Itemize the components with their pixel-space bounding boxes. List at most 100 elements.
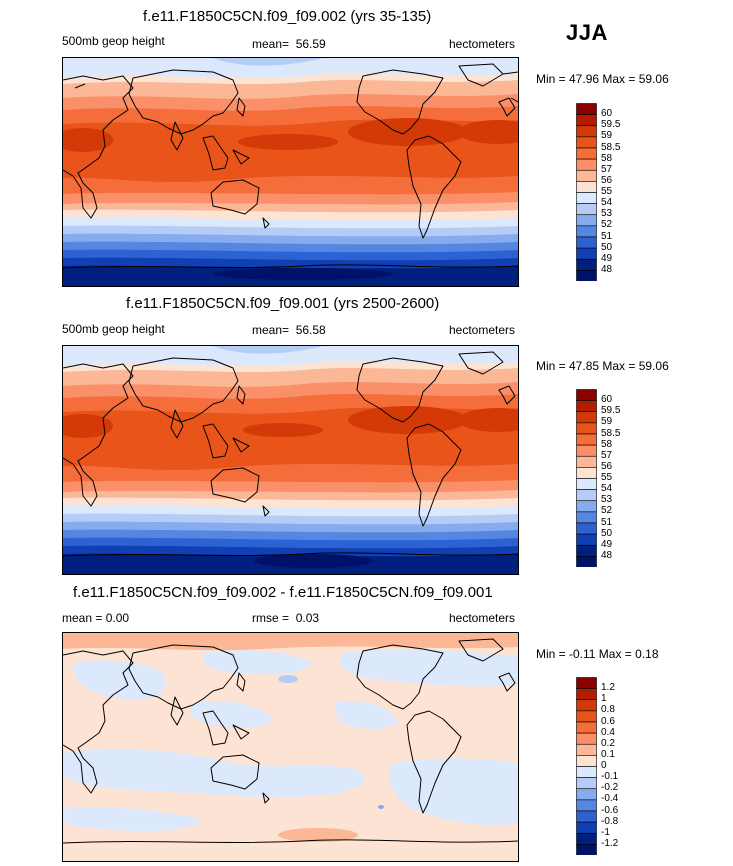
colorbar-box <box>576 444 597 457</box>
colorbar-box <box>576 214 597 227</box>
colorbar-box <box>576 203 597 216</box>
field-band <box>63 633 518 651</box>
colorbar-tick-label: -0.4 <box>601 793 619 805</box>
colorbar-box <box>576 777 597 790</box>
field-max-cell <box>238 134 338 150</box>
field-max-cell <box>243 423 323 437</box>
colorbar-svg <box>576 103 597 282</box>
colorbar-box <box>576 247 597 260</box>
colorbar-box <box>576 489 597 502</box>
colorbar-box <box>576 467 597 479</box>
colorbar-box <box>576 766 597 778</box>
panel-3-map-svg <box>63 633 518 861</box>
colorbar-box <box>576 225 597 238</box>
colorbar-box <box>576 136 597 149</box>
colorbar-tick-label: 51 <box>601 230 613 242</box>
panel-2-mean: mean= 56.58 <box>252 323 326 337</box>
colorbar-box <box>576 422 597 435</box>
field-positive-patch <box>63 843 203 861</box>
colorbar-tick-label: 59 <box>601 416 613 428</box>
colorbar-box <box>576 192 597 204</box>
panel-2-title: f.e11.F1850C5CN.f09_f09.001 (yrs 2500-26… <box>126 295 440 312</box>
colorbar-box <box>576 455 597 468</box>
field-negative-patch <box>63 749 365 798</box>
colorbar-box <box>576 522 597 535</box>
field-negative-patch <box>190 701 273 729</box>
colorbar-tick-label: 60 <box>601 394 613 406</box>
colorbar-tick-label: 1 <box>601 693 607 705</box>
colorbar-box <box>576 788 597 801</box>
field-band <box>213 346 323 354</box>
colorbar-box <box>576 158 597 171</box>
panel-2-mean-label: mean= <box>252 323 290 337</box>
colorbar-tick-label: 57 <box>601 163 613 175</box>
colorbar-tick-label: 55 <box>601 186 613 197</box>
field-max-cell <box>63 414 113 438</box>
colorbar-box <box>576 821 597 834</box>
colorbar-box <box>576 710 597 723</box>
colorbar-box <box>576 433 597 446</box>
colorbar-box <box>576 181 597 193</box>
colorbar-box <box>576 810 597 823</box>
colorbar-tick-label: 57 <box>601 449 613 461</box>
colorbar-tick-label: 56 <box>601 174 613 186</box>
colorbar-tick-label: 54 <box>601 483 613 495</box>
colorbar-box <box>576 755 597 767</box>
field-negative-patch <box>378 805 384 809</box>
colorbar-tick-label: 0.6 <box>601 715 615 727</box>
field-max-cell <box>458 408 518 432</box>
colorbar-tick-label: -0.1 <box>601 771 619 783</box>
colorbar-tick-label: 58 <box>601 152 613 164</box>
season-label: JJA <box>566 20 608 45</box>
field-negative-patch <box>72 660 166 700</box>
colorbar-tick-label: 0.1 <box>601 748 615 760</box>
field-max-cell <box>458 120 518 144</box>
panel-2-colorbar-ticks: 60 59.5 59 58.5 58 57 56 55 54 53 52 51 50 49 48 <box>601 389 641 567</box>
panel-3-title: f.e11.F1850C5CN.f09_f09.002 - f.e11.F185… <box>73 584 493 601</box>
colorbar-tick-label: 0.8 <box>601 704 615 716</box>
colorbar-box <box>576 258 597 271</box>
field-band <box>63 58 518 78</box>
colorbar-box <box>576 147 597 160</box>
colorbar-box <box>576 799 597 812</box>
field-max-cell <box>63 128 113 152</box>
colorbar-box <box>576 544 597 557</box>
colorbar-box <box>576 500 597 513</box>
panel-3-mean: mean = 0.00 <box>62 611 130 625</box>
colorbar-tick-label: 49 <box>601 538 613 550</box>
colorbar-box <box>576 721 597 734</box>
colorbar-box <box>576 400 597 413</box>
field-band <box>63 346 518 366</box>
colorbar-box <box>576 677 597 689</box>
panel-1-colorbar <box>576 103 597 282</box>
colorbar-box <box>576 169 597 182</box>
colorbar-box <box>576 389 597 401</box>
colorbar-tick-label: -1 <box>601 826 610 838</box>
colorbar-tick-label: 56 <box>601 460 613 472</box>
colorbar-tick-label: -0.8 <box>601 815 619 827</box>
colorbar-tick-label: -0.2 <box>601 782 619 794</box>
colorbar-box <box>576 832 597 845</box>
field-negative-patch <box>278 675 298 683</box>
field-positive-patch <box>278 828 358 842</box>
panel-2-map <box>62 345 519 575</box>
field-max-cell <box>348 406 468 434</box>
colorbar-box <box>576 478 597 490</box>
panel-2-minmax: Min = 47.85 Max = 59.06 <box>536 359 669 373</box>
colorbar-box <box>576 732 597 745</box>
colorbar-box <box>576 114 597 127</box>
colorbar-box <box>576 103 597 115</box>
colorbar-tick-label: 54 <box>601 197 613 209</box>
colorbar-tick-label: 50 <box>601 241 613 253</box>
colorbar-tick-label: 1.2 <box>601 682 615 694</box>
panel-1-minmax: Min = 47.96 Max = 59.06 <box>536 72 669 86</box>
colorbar-tick-label: 0.2 <box>601 737 615 749</box>
colorbar-box <box>576 844 597 856</box>
colorbar-box <box>576 125 597 138</box>
colorbar-box <box>576 556 597 568</box>
colorbar-box <box>576 511 597 524</box>
colorbar-tick-label: -0.6 <box>601 804 619 816</box>
colorbar-tick-label: 59 <box>601 130 613 142</box>
panel-1-title: f.e11.F1850C5CN.f09_f09.002 (yrs 35-135) <box>143 8 432 25</box>
colorbar-tick-label: 55 <box>601 472 613 483</box>
